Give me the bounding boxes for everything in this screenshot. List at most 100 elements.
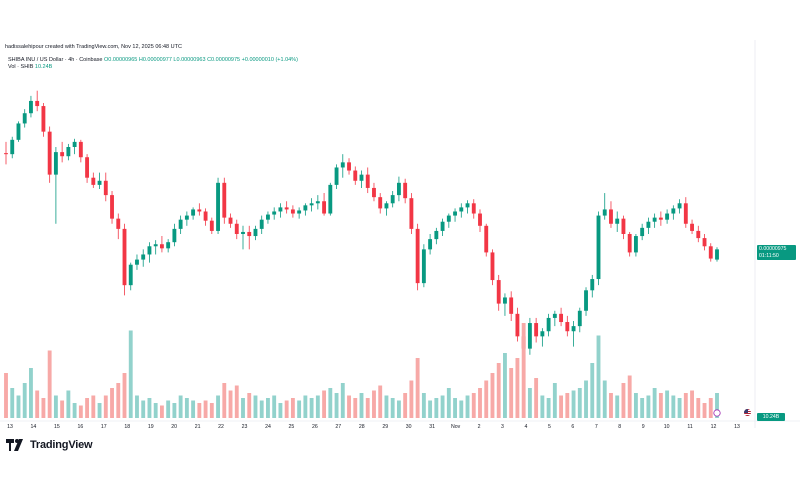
- legend-close: C0.00000975: [207, 57, 241, 63]
- candle-body: [247, 231, 252, 237]
- volume-bar: [135, 395, 139, 418]
- volume-bar: [209, 403, 214, 418]
- candle-body: [72, 141, 77, 147]
- candle-body: [459, 207, 464, 212]
- candle-body: [490, 252, 495, 281]
- x-tick-label: 30: [406, 424, 412, 430]
- candle-body: [571, 326, 576, 332]
- volume-bar: [91, 395, 96, 418]
- candle-body: [22, 113, 27, 124]
- candle-body: [135, 259, 139, 265]
- candle-body: [303, 205, 308, 211]
- volume-bar: [602, 380, 607, 418]
- volume-bar: [665, 390, 670, 418]
- volume-bar: [10, 388, 15, 418]
- volume-bar: [16, 395, 21, 418]
- volume-bar: [683, 393, 688, 418]
- current-price-value: 0.00000975: [759, 246, 787, 252]
- tradingview-logo-icon: [6, 439, 23, 451]
- volume-bar: [384, 395, 389, 418]
- current-volume-tag: 10.24B: [757, 413, 785, 421]
- volume-bar: [141, 400, 146, 418]
- volume-bar: [590, 363, 595, 418]
- volume-bar: [459, 400, 464, 418]
- candle-body: [590, 279, 595, 291]
- candle-body: [396, 182, 401, 196]
- candle-body: [465, 203, 470, 208]
- volume-bar: [446, 388, 451, 418]
- candle-body: [41, 106, 46, 132]
- volume-bar: [116, 383, 121, 418]
- volume-bar: [147, 398, 152, 418]
- volume-bar: [509, 368, 514, 418]
- x-tick-label: 18: [124, 424, 130, 430]
- legend-low: L0.00000963: [173, 57, 206, 63]
- candle-body: [434, 230, 439, 240]
- candle-body: [340, 162, 345, 168]
- candle-body: [702, 238, 707, 247]
- volume-label[interactable]: Vol · SHIB: [8, 64, 34, 70]
- candle-body: [159, 244, 164, 249]
- volume-bar: [640, 398, 645, 418]
- candle-body: [390, 195, 395, 204]
- volume-bar: [378, 385, 383, 418]
- volume-bar: [471, 393, 476, 418]
- candle-body: [696, 230, 701, 239]
- candle-body: [35, 100, 40, 107]
- candle-body: [478, 213, 482, 226]
- legend-change: +0.00000010 (+1.04%): [241, 57, 298, 63]
- candle-body: [403, 182, 408, 199]
- x-tick-label: 22: [218, 424, 224, 430]
- candle-body: [353, 170, 358, 181]
- volume-bar: [540, 395, 545, 418]
- candle-body: [671, 208, 676, 214]
- volume-bar: [159, 405, 164, 418]
- candle-body: [216, 182, 220, 231]
- candle-body: [496, 280, 501, 304]
- candle-body: [646, 221, 651, 228]
- candle-body: [178, 219, 183, 229]
- x-tick-label: 27: [335, 424, 341, 430]
- candle-body: [708, 246, 713, 259]
- volume-bar: [708, 398, 713, 418]
- candle-body: [259, 219, 264, 229]
- candle-body: [141, 254, 146, 260]
- volume-bar: [559, 395, 564, 418]
- candle-body: [484, 225, 489, 253]
- candle-body: [415, 228, 420, 284]
- candle-body: [421, 249, 426, 284]
- candle-body: [197, 209, 202, 212]
- volume-bar: [60, 400, 65, 418]
- tradingview-logo[interactable]: TradingView: [6, 439, 93, 451]
- volume-value: 10.24B: [34, 64, 53, 70]
- volume-bar: [178, 395, 183, 418]
- x-tick-label: 20: [171, 424, 177, 430]
- symbol-name[interactable]: SHIBA INU / US Dollar · 4h · Coinbase: [8, 57, 103, 63]
- volume-bar: [396, 400, 401, 418]
- candle-body: [334, 167, 339, 185]
- volume-bar: [309, 398, 314, 418]
- volume-bar: [66, 390, 71, 418]
- candle-body: [234, 223, 239, 234]
- x-tick-label: 7: [595, 424, 598, 430]
- volume-bar: [41, 398, 46, 418]
- volume-bar: [390, 398, 395, 418]
- candle-body: [253, 228, 258, 237]
- volume-legend: Vol · SHIB 10.24B: [8, 64, 52, 70]
- x-tick-label: 16: [77, 424, 83, 430]
- volume-bar: [347, 395, 351, 418]
- x-tick-label: 19: [148, 424, 154, 430]
- candle-body: [53, 152, 58, 175]
- candle-body: [596, 215, 601, 280]
- volume-bar: [216, 395, 220, 418]
- candle-body: [715, 249, 719, 260]
- volume-bar: [4, 373, 8, 418]
- volume-bar: [47, 350, 52, 418]
- candle-body: [128, 264, 133, 286]
- volume-bar: [340, 383, 345, 418]
- volume-bar: [290, 398, 295, 418]
- candle-body: [297, 210, 302, 214]
- candle-body: [471, 203, 476, 214]
- x-tick-label: 24: [265, 424, 271, 430]
